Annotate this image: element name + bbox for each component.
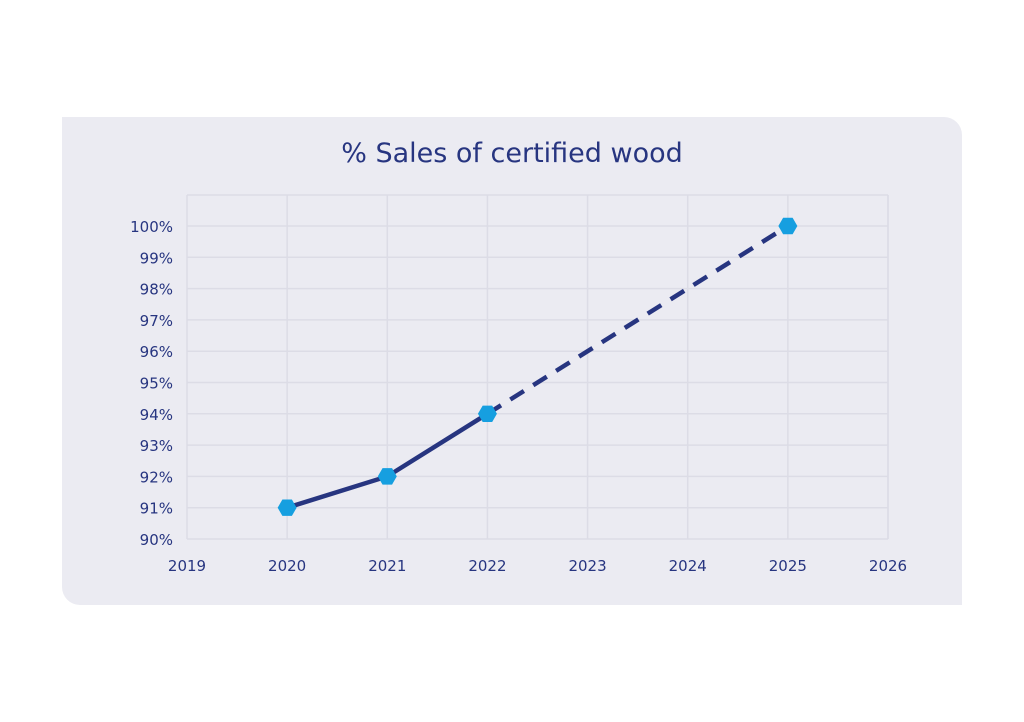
data-markers <box>277 217 798 516</box>
x-tick-label: 2024 <box>669 557 707 575</box>
x-tick-label: 2023 <box>568 557 606 575</box>
x-tick-label: 2019 <box>168 557 206 575</box>
y-tick-label: 91% <box>140 500 173 518</box>
chart-card <box>62 117 962 605</box>
data-point-marker <box>778 217 798 235</box>
data-point-marker <box>377 468 397 485</box>
y-tick-label: 96% <box>140 343 173 361</box>
x-tick-label: 2022 <box>468 557 506 575</box>
y-tick-label: 95% <box>140 375 173 393</box>
data-point-marker <box>277 499 297 516</box>
y-tick-label: 99% <box>140 249 173 267</box>
y-tick-label: 97% <box>140 312 173 330</box>
y-tick-label: 94% <box>140 406 173 424</box>
y-axis-ticks: 90% 91% 92% 93% 94% 95% 96% 97% 98% 99% 100% <box>130 218 173 549</box>
y-tick-label: 90% <box>140 531 173 549</box>
x-tick-label: 2020 <box>268 557 306 575</box>
x-tick-label: 2025 <box>769 557 807 575</box>
data-point-marker <box>477 405 497 423</box>
grid-lines <box>186 194 889 540</box>
x-tick-label: 2026 <box>869 557 907 575</box>
x-tick-label: 2021 <box>368 557 406 575</box>
y-tick-label: 92% <box>140 468 173 486</box>
series-lines <box>286 224 790 510</box>
y-tick-label: 93% <box>140 437 173 455</box>
y-tick-label: 100% <box>130 218 173 236</box>
series-line-projected <box>486 224 790 416</box>
x-axis-ticks: 2019 2020 2021 2022 2023 2024 2025 2026 <box>168 557 907 575</box>
y-tick-label: 98% <box>140 281 173 299</box>
chart-title: % Sales of certified wood <box>341 138 683 169</box>
